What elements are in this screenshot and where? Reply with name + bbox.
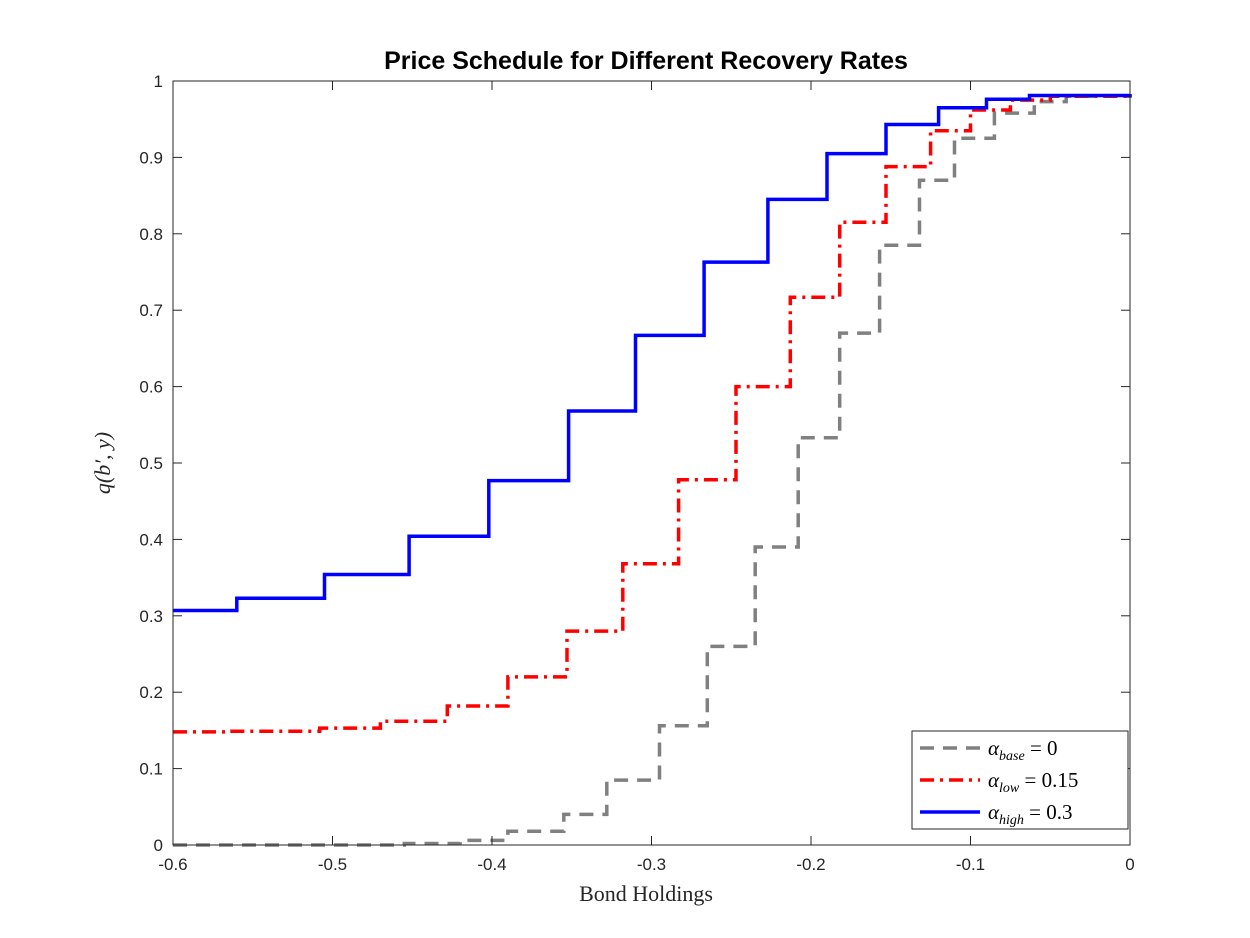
- series-line-low: [173, 94, 1132, 734]
- legend: αbase = 0 αlow = 0.15 αhigh = 0.3: [911, 730, 1129, 830]
- y-tick-label: 0: [154, 836, 163, 855]
- series-line-high: [173, 93, 1132, 613]
- axes-layer: -0.6 -0.5 -0.4 -0.3 -0.2 -0.1 0 0 0.1 0.2 0.3 0.4 0.…: [139, 72, 1134, 874]
- y-tick-label: 0.5: [139, 454, 163, 473]
- legend-label-high: αhigh = 0.3: [988, 800, 1073, 828]
- x-tick-label: -0.4: [477, 855, 506, 874]
- y-tick-label: 0.7: [139, 301, 163, 320]
- x-tick-label: -0.3: [637, 855, 666, 874]
- x-tick-label: -0.5: [318, 855, 347, 874]
- x-tick-label: -0.6: [158, 855, 187, 874]
- y-tick-label: 0.2: [139, 683, 163, 702]
- y-tick-label: 0.1: [139, 760, 163, 779]
- x-axis-label: Bond Holdings: [579, 881, 713, 906]
- legend-label-low: αlow = 0.15: [988, 768, 1078, 796]
- y-tick-label: 0.9: [139, 148, 163, 167]
- series-line-base: [173, 94, 1132, 847]
- x-tick-label: -0.1: [956, 855, 985, 874]
- chart-title: Price Schedule for Different Recovery Ra…: [384, 47, 908, 75]
- y-axis-label: q(b′, y): [90, 432, 115, 494]
- y-tick-label: 0.4: [139, 530, 163, 549]
- series-layer: [173, 93, 1132, 847]
- x-tick-label: 0: [1125, 855, 1134, 874]
- y-tick-label: 1: [154, 72, 163, 91]
- y-tick-label: 0.8: [139, 225, 163, 244]
- y-tick-label: 0.6: [139, 378, 163, 397]
- legend-label-base: αbase = 0: [988, 736, 1058, 764]
- y-tick-label: 0.3: [139, 607, 163, 626]
- x-tick-label: -0.2: [796, 855, 825, 874]
